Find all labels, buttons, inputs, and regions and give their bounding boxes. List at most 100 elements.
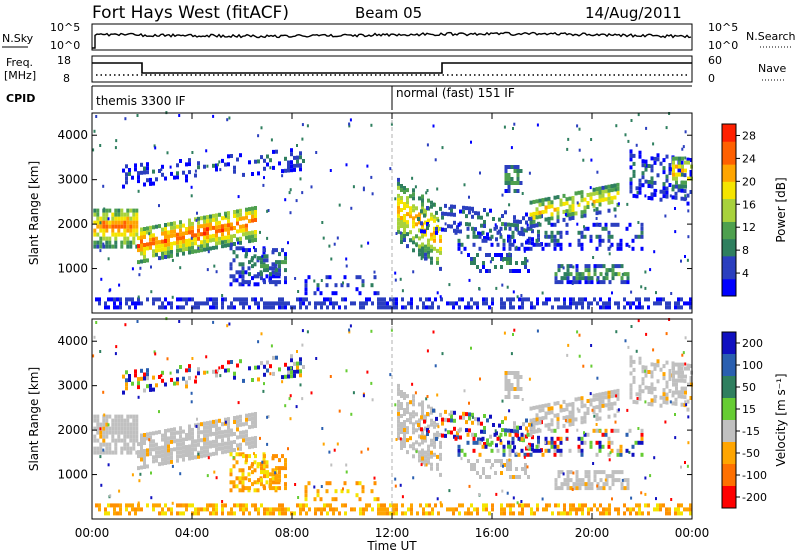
velocity-cell [149,443,152,448]
velocity-cell [509,511,512,516]
velocity-cell [686,407,690,412]
velocity-cell [241,480,245,485]
power-cell [507,222,510,227]
velocity-cell [188,428,191,433]
power-cell [215,301,218,306]
power-cell [681,168,684,173]
velocity-cell [537,439,540,444]
power-cell [571,216,575,220]
power-cell [224,297,227,302]
power-cell [541,246,545,251]
power-cell [146,297,149,302]
velocity-cell [626,482,630,487]
velocity-cell [215,431,218,436]
velocity-cell [482,503,485,508]
velocity-cell [626,408,629,412]
velocity-cell [450,410,453,415]
power-cell [136,114,139,117]
power-cell [135,212,139,217]
velocity-cell [553,401,557,406]
velocity-cell [98,507,101,512]
power-cell [589,234,593,239]
power-cell [647,305,650,310]
power-cell [575,268,579,273]
velocity-cell [623,503,626,508]
velocity-cell [638,388,642,393]
velocity-cell [507,428,510,433]
velocity-cell [120,426,124,431]
velocity-cell [450,418,453,423]
power-cell [114,208,118,213]
power-cell [182,243,185,248]
power-cell [131,301,134,306]
power-cell [166,151,169,155]
power-cell [447,224,450,229]
power-cell [137,260,140,265]
power-cell [242,248,245,253]
velocity-cell [645,332,648,336]
power-cell [176,305,179,310]
power-cell [254,238,257,242]
velocity-cell [400,446,403,450]
power-cell [278,161,281,166]
power-cell [200,248,203,253]
power-cell [176,248,179,253]
power-cell [669,194,672,198]
velocity-cell [635,503,638,508]
velocity-cell [686,507,689,512]
velocity-cell [140,453,143,458]
power-cell [140,301,143,306]
velocity-cell [640,440,644,445]
velocity-cell [490,448,494,453]
power-cell [532,199,536,204]
power-cell [626,301,629,306]
power-cell [108,208,112,213]
velocity-cell [103,413,106,417]
velocity-cell [182,511,185,516]
velocity-cell [136,320,139,323]
velocity-cell [439,440,442,445]
velocity-cell [564,419,567,422]
power-cell [287,301,290,306]
power-cell [506,261,509,265]
velocity-cell [529,430,533,435]
power-cell [463,183,466,187]
velocity-cell [507,440,510,445]
power-cell [625,242,629,247]
velocity-cell [677,511,680,516]
power-cell [425,305,428,310]
velocity-cell [599,470,603,475]
power-cell [216,163,219,167]
power-cell [665,190,669,195]
velocity-cell [281,503,284,508]
power-cell [274,274,278,279]
power-cell [182,239,185,244]
power-cell [559,234,563,239]
velocity-cell [238,476,242,481]
velocity-cell [576,407,579,411]
power-cell [245,231,248,236]
velocity-cell [425,463,428,467]
power-cell [578,297,581,302]
velocity-cell [269,478,272,483]
velocity-cell [641,389,645,394]
velocity-cell [319,497,323,502]
power-cell [476,301,479,306]
power-cell [315,151,318,154]
power-cell [491,301,494,306]
velocity-cell [206,445,209,450]
power-cell [200,240,203,245]
velocity-cell [590,482,594,487]
velocity-cell [653,456,656,460]
power-cell [190,194,193,198]
power-cell [212,245,215,250]
power-cell [176,224,179,229]
velocity-cell [352,391,355,395]
power-cell [281,169,284,174]
power-cell [383,305,386,310]
power-colorbar-segment [722,210,736,217]
velocity-cell [320,511,323,516]
velocity-cell [421,412,424,417]
velocity-cell [418,434,421,439]
cpid-label: CPID [6,92,35,105]
